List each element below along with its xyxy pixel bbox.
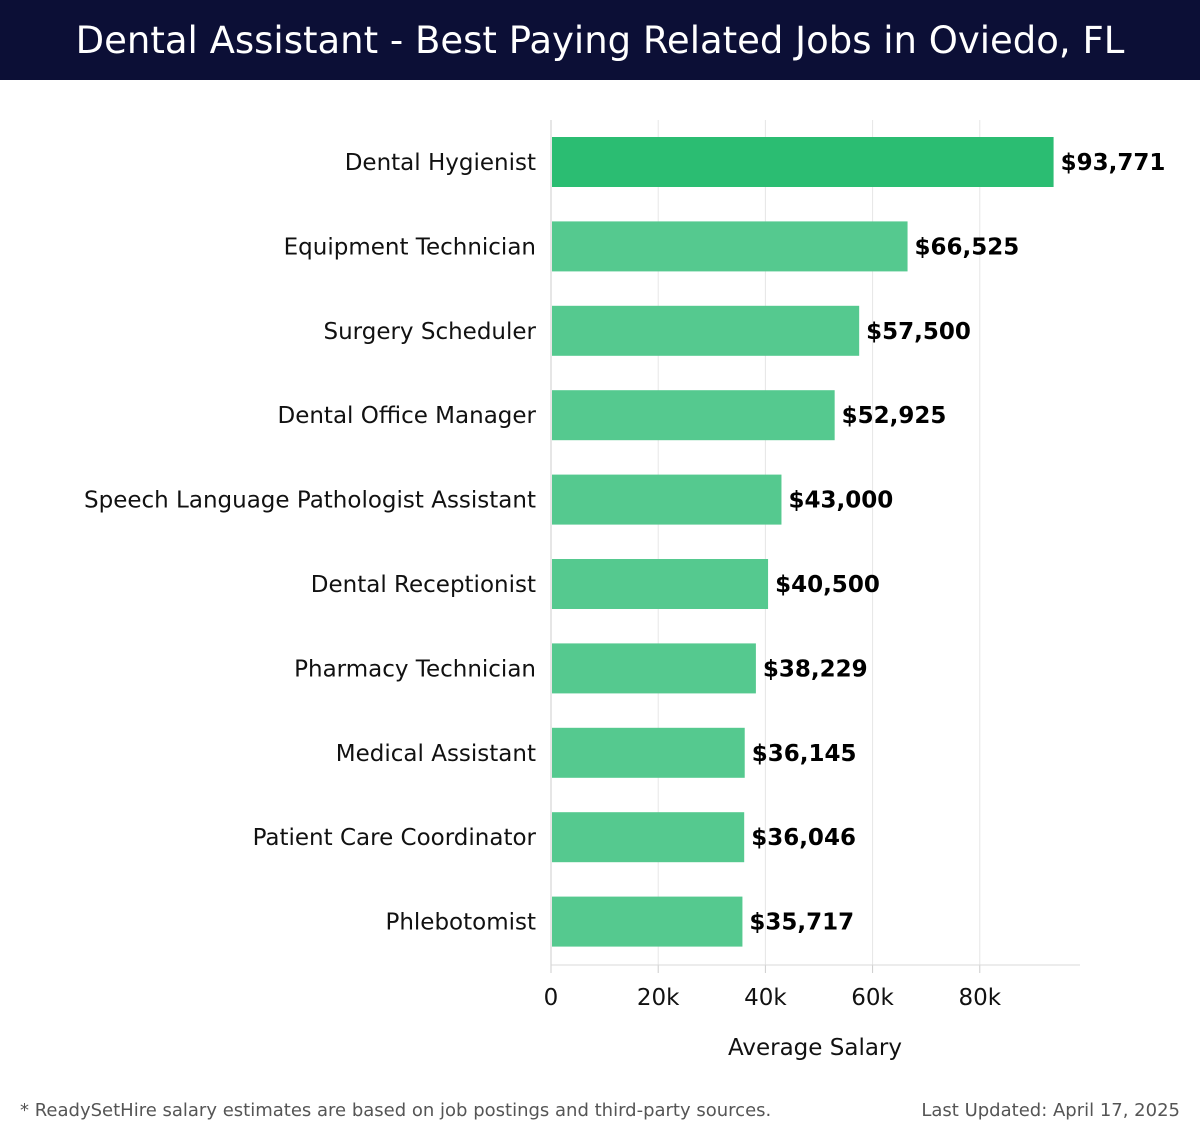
value-label: $66,525 xyxy=(915,234,1020,260)
value-label: $57,500 xyxy=(866,319,971,345)
category-label: Speech Language Pathologist Assistant xyxy=(84,488,536,514)
bar xyxy=(552,221,908,272)
bar xyxy=(552,643,756,694)
category-label: Dental Receptionist xyxy=(311,572,536,598)
chart-title: Dental Assistant - Best Paying Related J… xyxy=(0,0,1200,80)
category-label: Medical Assistant xyxy=(336,741,536,767)
bar xyxy=(552,474,782,525)
footnote: * ReadySetHire salary estimates are base… xyxy=(20,1100,772,1121)
category-label: Phlebotomist xyxy=(385,910,536,936)
value-label: $38,229 xyxy=(763,656,868,682)
x-tick-label: 0 xyxy=(544,985,559,1011)
category-label: Equipment Technician xyxy=(284,234,536,260)
x-axis-title: Average Salary xyxy=(728,1035,902,1061)
x-tick-label: 80k xyxy=(958,985,1001,1011)
bar xyxy=(552,727,745,778)
bar xyxy=(552,896,743,947)
value-labels: $93,771 $66,525 $57,500 $52,925 $43,000 $40,5… xyxy=(749,150,1165,936)
category-labels: Dental Hygienist Equipment Technician Surg… xyxy=(84,150,537,936)
category-label: Dental Hygienist xyxy=(345,150,536,176)
x-tick-label: 40k xyxy=(744,985,787,1011)
bar xyxy=(552,305,860,356)
bar xyxy=(552,137,1054,187)
value-label: $40,500 xyxy=(775,572,880,598)
category-label: Patient Care Coordinator xyxy=(253,825,537,851)
bar xyxy=(552,390,835,441)
last-updated: Last Updated: April 17, 2025 xyxy=(921,1100,1180,1121)
category-label: Pharmacy Technician xyxy=(294,656,536,682)
value-label: $35,717 xyxy=(749,910,854,936)
bar xyxy=(552,812,745,863)
x-tick-label: 60k xyxy=(851,985,894,1011)
value-label: $43,000 xyxy=(788,488,893,514)
bar-chart: Dental Hygienist Equipment Technician Surg… xyxy=(84,120,1165,1061)
x-tick-label: 20k xyxy=(637,985,680,1011)
x-axis: 0 20k 40k 60k 80k xyxy=(544,964,1080,1011)
value-label: $36,145 xyxy=(752,741,857,767)
value-label: $93,771 xyxy=(1061,150,1166,176)
category-label: Surgery Scheduler xyxy=(323,319,536,345)
value-label: $52,925 xyxy=(842,403,947,429)
bar xyxy=(552,559,769,609)
bars xyxy=(552,137,1054,947)
category-label: Dental Office Manager xyxy=(277,403,536,429)
value-label: $36,046 xyxy=(751,825,856,851)
